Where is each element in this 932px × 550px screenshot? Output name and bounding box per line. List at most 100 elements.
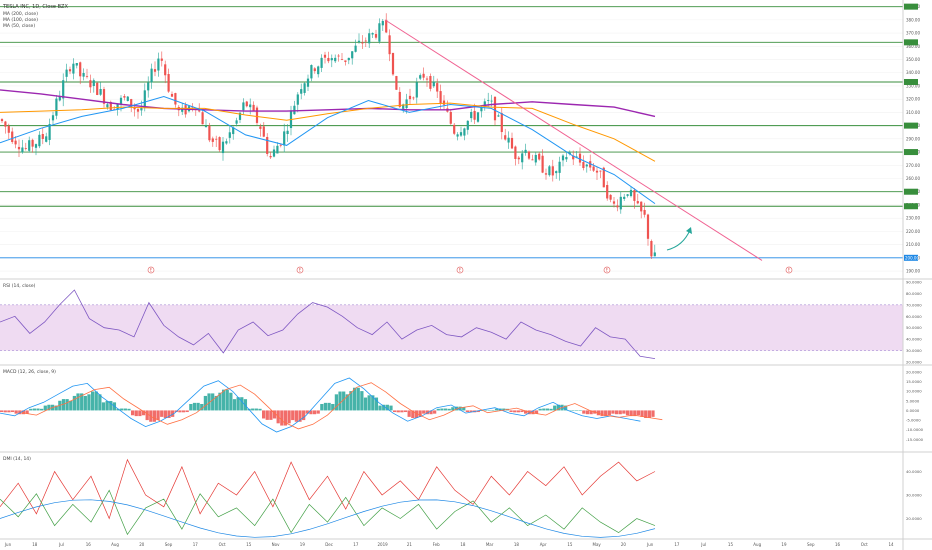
rsi-pane[interactable]: RSI (14, close) 90.0000 80.0000 70.0000 60.… [0,278,932,365]
time-tick-label: Dec [325,542,333,547]
time-tick-label: Oct [219,542,226,547]
candle-body [599,170,602,172]
macd-tick-label: 15.0000 [906,379,922,384]
candle-body [378,23,381,42]
candle-body [221,141,225,154]
time-axis[interactable]: Jun 18 Jul 16 Aug 20 Sep 17 Oct 15 Nov 19 Dec 17 2019 2… [0,538,932,547]
candle-body [75,63,78,66]
candle-body [514,146,517,159]
macd-histogram-bar [454,406,459,411]
macd-histogram-bar [542,408,546,411]
macd-histogram-bar [534,410,539,414]
candle-body [14,140,17,145]
candle-body [259,126,262,129]
candle-body [388,35,391,55]
candle-body [381,20,384,26]
macd-histogram-bar [378,405,382,411]
candle-body [4,121,7,127]
price-tick-label: 220.00 [906,229,920,234]
candle-body [538,153,541,160]
candle-body [286,130,289,135]
candle-body [204,125,208,128]
candle-body [218,137,221,151]
candle-body [374,34,378,38]
candle-body [541,155,544,173]
candle-body [96,82,99,95]
candle-body [38,134,41,147]
candle-body [609,194,612,200]
candle-body [340,58,344,60]
candle-body [130,99,133,108]
macd-histogram-bar [345,394,349,411]
price-tick-label: 350.00 [906,57,920,62]
candle-body [245,101,248,107]
candle-body [89,80,92,88]
arrow-head [686,227,692,234]
candle-body [629,189,633,197]
candle-body [453,124,456,134]
macd-histogram-bar [352,387,357,411]
trendline [384,19,763,261]
macd-histogram-bar [389,405,393,411]
macd-histogram-bar [458,406,462,411]
candle-body [395,76,398,90]
candle-body [500,113,503,133]
time-tick-label: Sep [807,542,815,547]
candle-body [228,132,231,138]
macd-histogram-bar [414,410,419,418]
candle-body [279,144,282,146]
macd-histogram-bar [280,410,284,426]
candle-body [415,82,418,98]
candle-body [85,75,89,77]
macd-histogram-bar [0,410,4,413]
macd-histogram-bar [21,410,26,415]
candle-body [7,125,10,133]
candle-body [534,154,537,163]
macd-histogram-bar [185,410,189,413]
candle-body [646,214,650,239]
candle-body [252,104,255,111]
macd-histogram-bar [411,410,415,418]
candle-body [24,148,27,149]
dmi-pane[interactable]: DMI (14, 14) 40.0000 30.0000 20.0000 [0,451,932,538]
candle-body [300,89,303,94]
candle-body [143,90,146,109]
macd-histogram-bar [3,410,7,413]
candle-body [11,131,14,142]
macd-histogram-bar [320,403,324,411]
macd-histogram-bar [203,395,208,411]
candle-body [266,136,269,154]
macd-histogram-bar [90,391,95,411]
price-grid [0,6,903,272]
candle-body [170,93,174,97]
candle-body [575,156,578,158]
candle-body [517,157,520,160]
macd-histogram-bar [192,402,197,411]
candle-body [72,63,75,74]
time-tick-label: 17 [674,542,680,547]
macd-histogram-bar [116,408,120,411]
candle-body [626,194,629,196]
candle-body [106,104,109,108]
macd-histogram-bar [232,399,237,411]
time-tick-label: 16 [835,542,841,547]
event-marker [456,266,464,274]
price-tick-label: 190.00 [906,269,920,274]
macd-histogram-bar [564,405,568,411]
macd-histogram-bar [436,408,440,411]
candle-body [150,68,153,83]
candle-body [470,111,473,119]
time-tick-label: 20 [621,542,627,547]
macd-histogram-bar [640,410,644,417]
candle-body [463,128,466,136]
price-tick-label: 260.00 [906,176,920,181]
price-tick-label: 330.00 [906,83,920,88]
level-price-tag [904,122,918,129]
macd-pane[interactable]: MACD (12, 26, close, 9) 20.0000 15.0000 10… [0,364,932,442]
macd-histogram-bar [513,410,517,413]
candle-body [490,100,493,102]
price-pane[interactable]: 390.00380.00370.00360.00350.00340.00330.… [0,3,920,274]
macd-histogram-bar [403,410,408,413]
